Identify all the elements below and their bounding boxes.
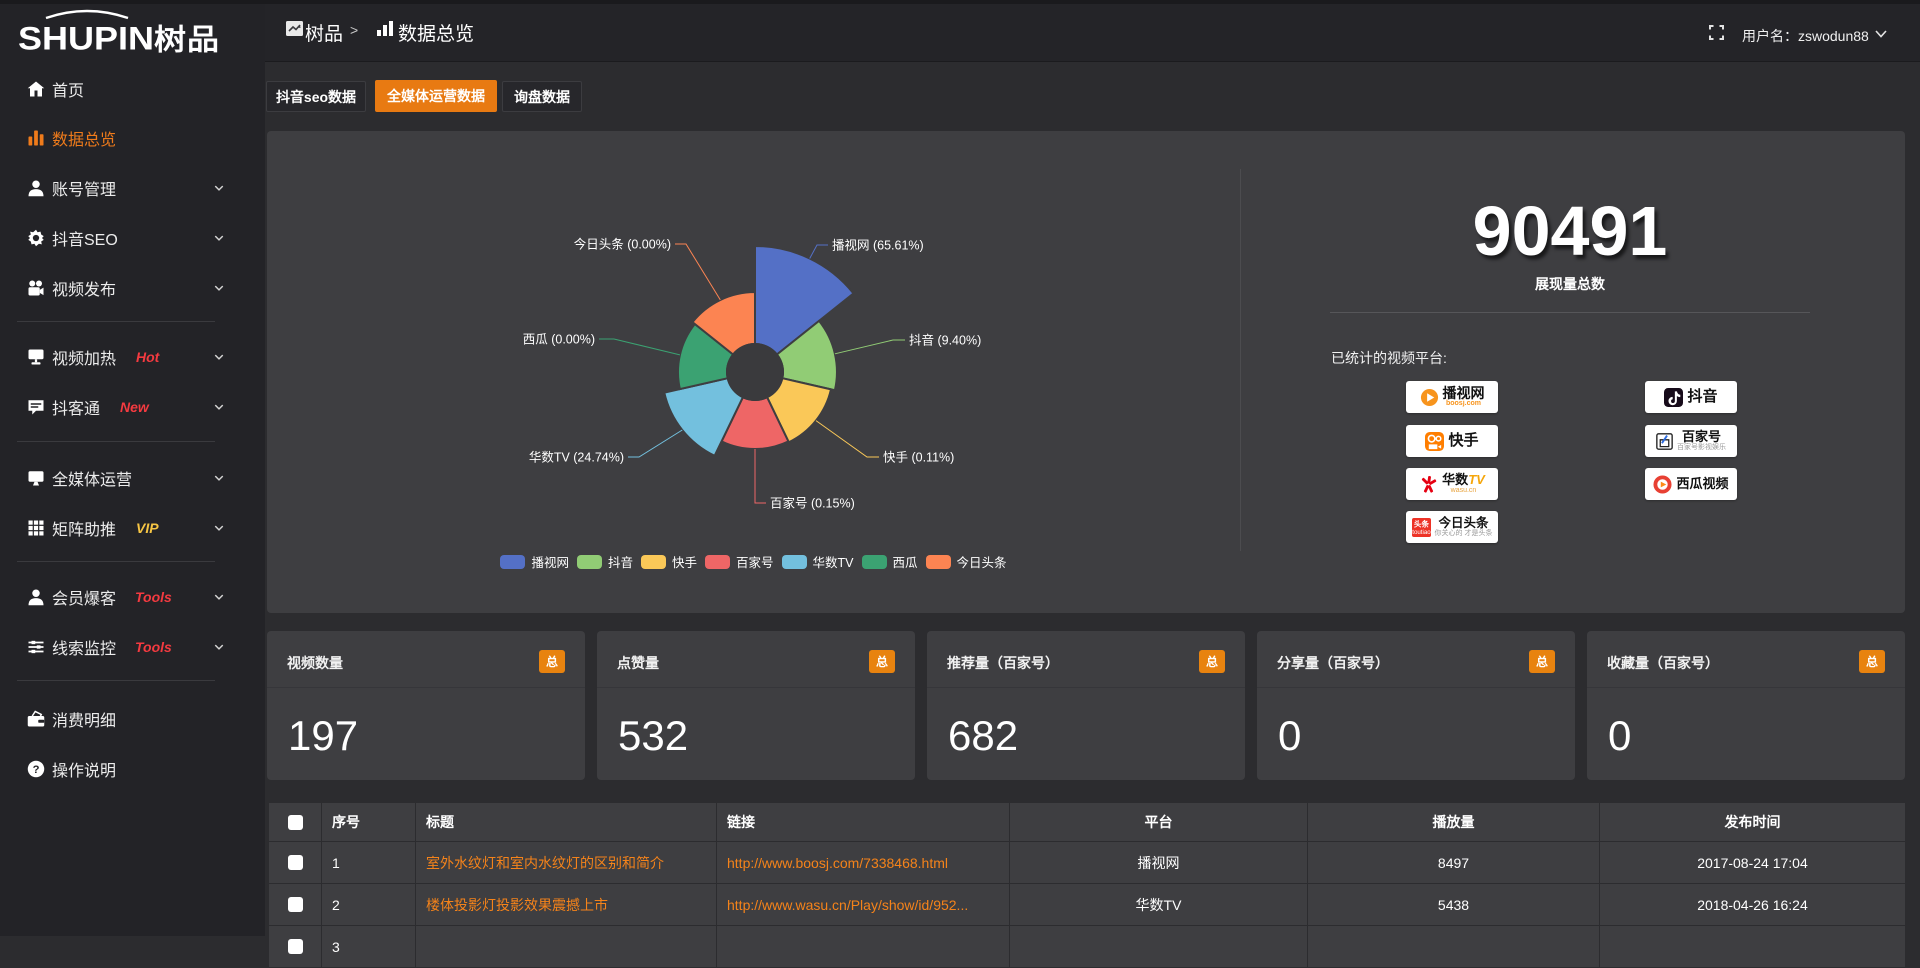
svg-text:toutiao: toutiao — [1412, 529, 1431, 536]
svg-text:今日头条 (0.00%): 今日头条 (0.00%) — [574, 237, 671, 252]
svg-text:抖音 (9.40%): 抖音 (9.40%) — [909, 333, 981, 348]
svg-text:西瓜 (0.00%): 西瓜 (0.00%) — [523, 333, 595, 347]
svg-text:快手 (0.11%): 快手 (0.11%) — [883, 451, 954, 465]
svg-text:华数TV (24.74%): 华数TV (24.74%) — [529, 450, 624, 465]
svg-text:头条: 头条 — [1413, 518, 1429, 528]
svg-text:百家号 (0.15%): 百家号 (0.15%) — [770, 496, 855, 511]
svg-text:?: ? — [33, 764, 40, 776]
svg-text:播视网 (65.61%): 播视网 (65.61%) — [832, 238, 924, 253]
